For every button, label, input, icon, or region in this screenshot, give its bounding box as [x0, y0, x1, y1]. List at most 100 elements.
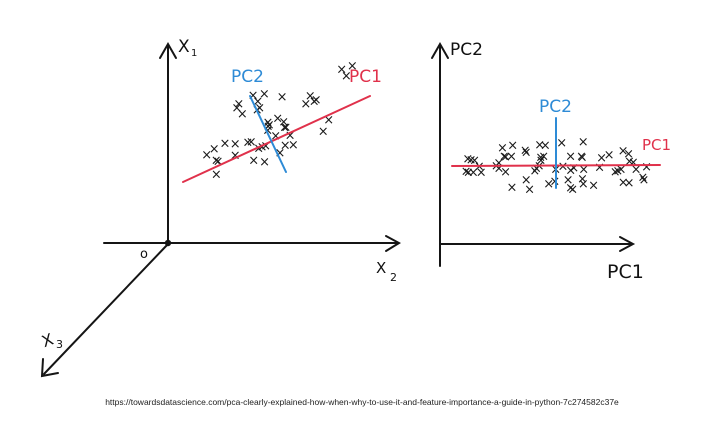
left-y-label: X [178, 37, 190, 57]
right-data-point: × [618, 144, 629, 159]
left-data-point: × [277, 90, 288, 105]
left-data-point: × [233, 97, 244, 112]
right-y-label: PC2 [450, 40, 483, 60]
left-data-point: × [263, 116, 274, 131]
source-caption: https://towardsdatascience.com/pca-clear… [105, 397, 619, 407]
right-data-point: × [538, 149, 549, 164]
right-data-point: × [531, 162, 542, 177]
left-z-label: X [39, 330, 56, 352]
right-x-arrowhead [619, 236, 636, 252]
right-pc2-label: PC2 [539, 97, 572, 117]
left-data-point: × [220, 136, 231, 151]
right-data-point: × [578, 135, 589, 150]
right-data-point: × [500, 150, 511, 165]
right-data-point: × [565, 150, 576, 165]
left-data-point: × [259, 155, 270, 170]
right-data-point: × [639, 173, 650, 188]
right-data-point: × [631, 163, 642, 178]
left-data-point: × [230, 137, 241, 152]
right-data-point: × [466, 153, 477, 168]
right-y-arrowhead [431, 41, 449, 59]
right-data-point: × [558, 160, 569, 175]
right-data-point: × [500, 165, 511, 180]
right-data-point: × [494, 161, 505, 176]
left-data-point: × [309, 95, 320, 110]
right-data-point: × [535, 150, 546, 165]
right-data-point: × [563, 173, 574, 188]
left-axes [40, 41, 402, 378]
left-data-point: × [311, 93, 322, 108]
right-data-point: × [594, 161, 605, 176]
left-data-point: × [281, 121, 292, 136]
right-data-point: × [577, 172, 588, 187]
right-data-point: × [596, 151, 607, 166]
right-data-point: × [624, 176, 635, 191]
left-z-axis [43, 243, 169, 375]
right-pc1-label: PC1 [642, 136, 671, 154]
right-data-point: × [618, 175, 629, 190]
right-data-point: × [476, 166, 487, 181]
left-data-point: × [230, 148, 241, 163]
right-data-point: × [536, 154, 547, 169]
left-data-point: × [270, 129, 281, 144]
right-data-point: × [641, 160, 652, 175]
right-data-point: × [507, 139, 518, 154]
right-data-point: × [565, 163, 576, 178]
right-data-point: × [576, 149, 587, 164]
left-data-point: × [211, 168, 222, 183]
right-x-label: PC1 [607, 261, 644, 283]
right-data-point: × [565, 181, 576, 196]
right-data-point: × [534, 159, 545, 174]
left-data-point: × [280, 139, 291, 154]
left-x-arrowhead [385, 235, 402, 252]
right-data-point: × [521, 173, 532, 188]
left-data-point: × [213, 155, 224, 170]
right-data-point: × [499, 150, 510, 165]
left-pc2-line [249, 95, 287, 173]
left-data-point: × [305, 89, 316, 104]
left-data-point: × [272, 112, 283, 127]
left-data-point: × [201, 148, 212, 163]
left-data-point: × [323, 113, 334, 128]
left-data-point: × [211, 154, 222, 169]
left-data-point: × [260, 139, 271, 154]
left-x-sub: 2 [390, 271, 397, 284]
right-data-point: × [578, 162, 589, 177]
left-z-arrowhead [40, 358, 59, 378]
right-data-point: × [588, 178, 599, 193]
left-data-point: × [259, 87, 270, 102]
right-data-point: × [493, 156, 504, 171]
right-data-point: × [529, 164, 540, 179]
left-data-point: × [254, 101, 265, 116]
right-data-point: × [462, 152, 473, 167]
left-data-point: × [246, 135, 257, 150]
left-point-cloud: ×××××××× ×××××××××××××× ××××× ×××××××××××××… [201, 59, 358, 183]
left-data-point: × [285, 128, 296, 143]
right-data-point: × [616, 163, 627, 178]
left-data-point: × [248, 88, 259, 103]
left-data-point: × [231, 101, 242, 116]
right-data-point: × [534, 138, 545, 153]
left-data-point: × [209, 142, 220, 157]
left-x-label: X [376, 259, 386, 277]
left-data-point: × [278, 115, 289, 130]
right-data-point: × [549, 175, 560, 190]
right-data-point: × [637, 170, 648, 185]
right-data-point: × [463, 166, 474, 181]
left-pc2-label: PC2 [231, 67, 264, 87]
right-data-point: × [556, 136, 567, 151]
right-data-point: × [540, 139, 551, 154]
left-data-point: × [300, 97, 311, 112]
right-data-point: × [567, 183, 578, 198]
left-data-point: × [248, 153, 259, 168]
origin-label: o [140, 247, 148, 262]
right-data-point: × [461, 164, 472, 179]
left-data-point: × [341, 69, 352, 84]
left-data-point: × [264, 118, 275, 133]
left-data-point: × [252, 94, 263, 109]
right-data-point: × [568, 161, 579, 176]
figure-frame [40, 25, 686, 378]
origin-dot [164, 239, 172, 247]
left-y-sub: 1 [191, 48, 197, 59]
